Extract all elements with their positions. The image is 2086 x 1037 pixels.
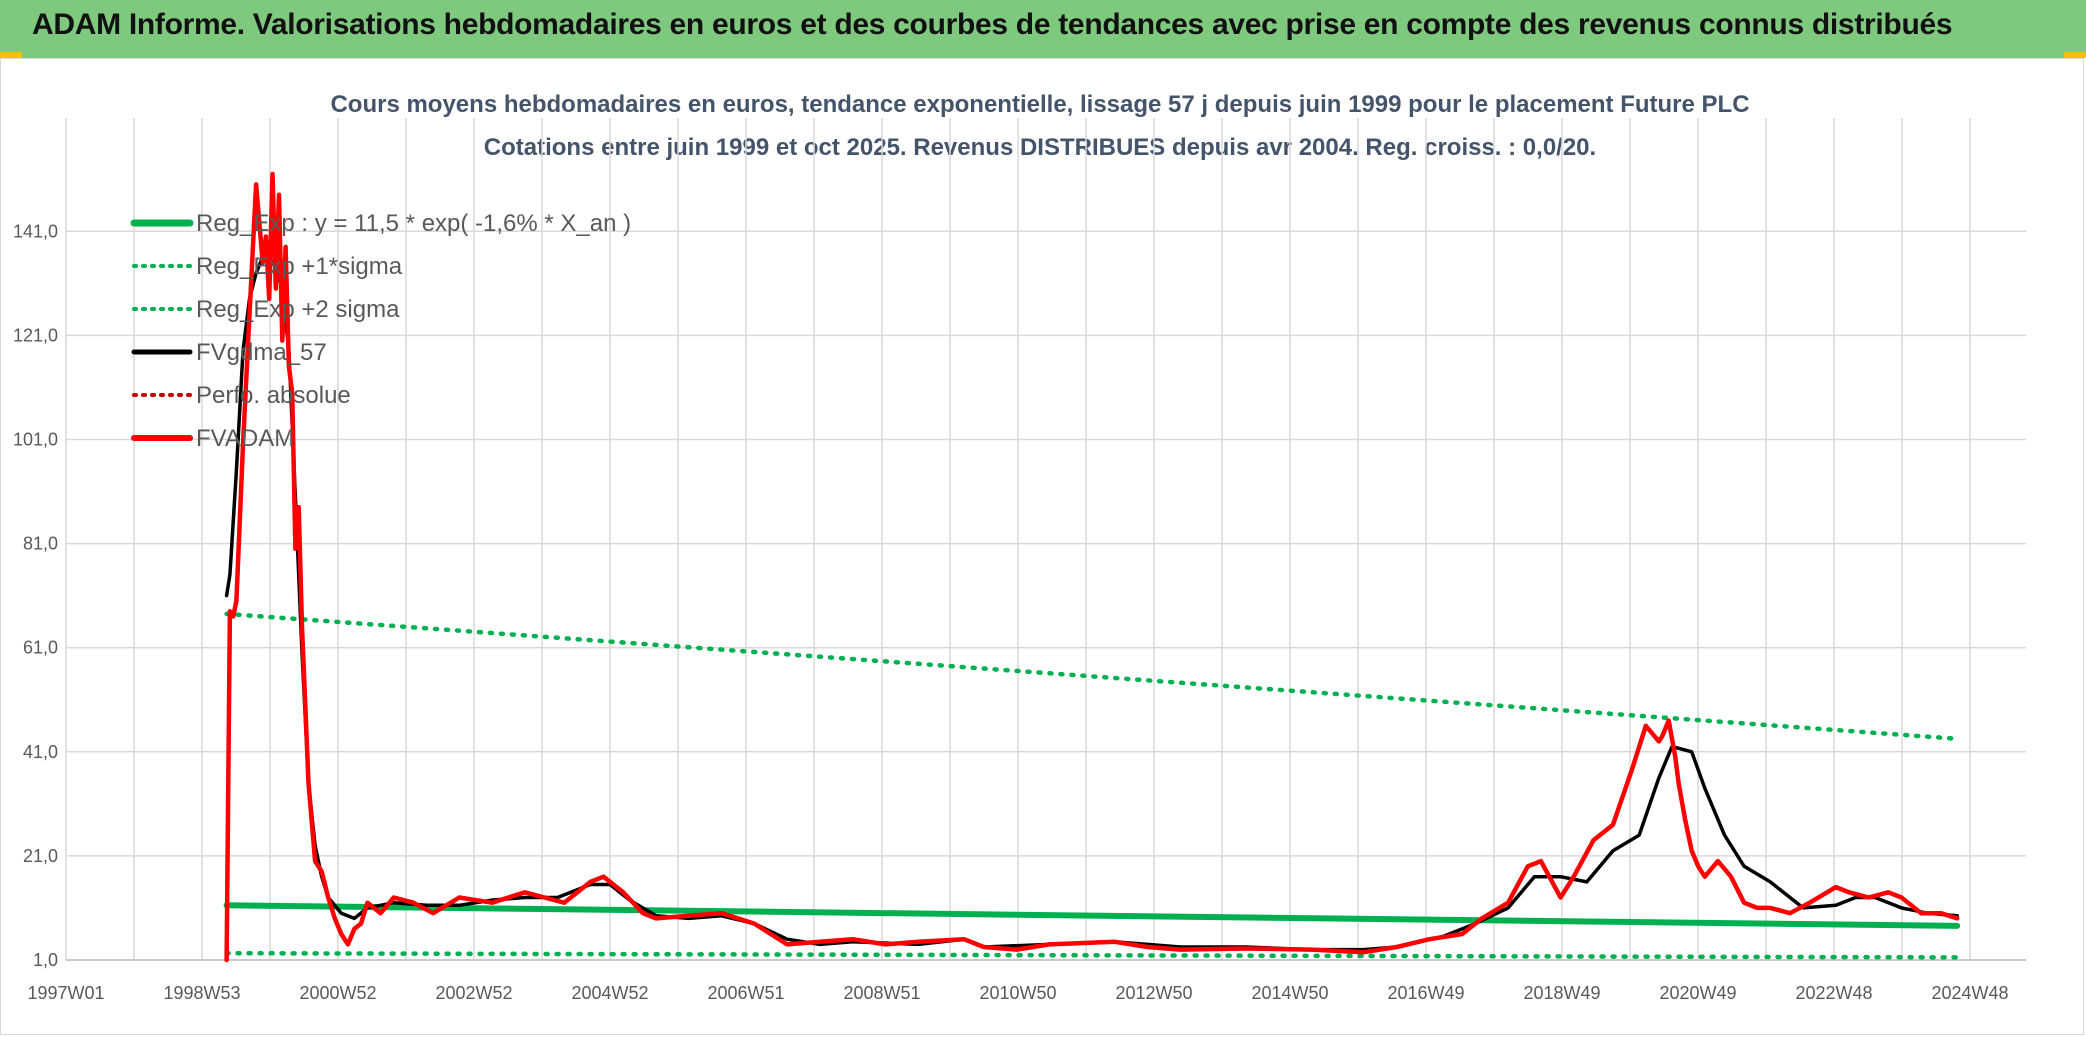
x-tick-label: 1997W01 (27, 983, 104, 1003)
report-title: ADAM Informe. Valorisations hebdomadaire… (32, 8, 1953, 41)
y-axis: 1,0 21,0 41,0 61,0 81,0 101,0 121,0 141,0 (13, 221, 58, 970)
chart-area (0, 58, 2084, 1035)
x-tick-label: 2020W49 (1659, 983, 1736, 1003)
report-banner: ADAM Informe. Valorisations hebdomadaire… (0, 0, 2086, 58)
y-tick-label: 81,0 (23, 534, 58, 554)
x-tick-label: 2024W48 (1931, 983, 2008, 1003)
x-tick-label: 2012W50 (1115, 983, 1192, 1003)
x-tick-label: 2002W52 (435, 983, 512, 1003)
legend: Reg_Exp : y = 11,5 * exp( -1,6% * X_an )… (130, 210, 631, 452)
y-tick-label: 141,0 (13, 221, 58, 241)
x-tick-label: 2014W50 (1251, 983, 1328, 1003)
series-line-0 (223, 902, 1961, 929)
x-tick-label: 2016W49 (1387, 983, 1464, 1003)
x-tick-label: 1998W53 (163, 983, 240, 1003)
x-axis: 1997W01 1998W53 2000W52 2002W52 2004W52 2006W… (27, 959, 2026, 1003)
x-tick-label: 2008W51 (843, 983, 920, 1003)
series-line-1 (224, 950, 1960, 960)
y-tick-label: 21,0 (23, 846, 58, 866)
x-tick-label: 2004W52 (571, 983, 648, 1003)
plot-series (223, 171, 1961, 963)
legend-label: Reg_Exp : y = 11,5 * exp( -1,6% * X_an ) (196, 210, 631, 237)
series-line-2 (224, 611, 1960, 742)
y-tick-label: 1,0 (33, 950, 58, 970)
legend-label: FVADAM (196, 425, 294, 452)
grid-lines (65, 118, 2026, 961)
legend-label: FVgdma_57 (196, 339, 327, 366)
legend-label: Reg_Exp +1*sigma (196, 253, 403, 280)
y-tick-label: 61,0 (23, 638, 58, 658)
x-tick-label: 2000W52 (299, 983, 376, 1003)
x-tick-label: 2010W50 (979, 983, 1056, 1003)
x-tick-label: 2018W49 (1523, 983, 1600, 1003)
legend-label: Reg_Exp +2 sigma (196, 296, 400, 323)
y-tick-label: 41,0 (23, 742, 58, 762)
y-tick-label: 121,0 (13, 325, 58, 345)
series-line-5 (224, 171, 1960, 963)
chart-title: Cours moyens hebdomadaires en euros, ten… (330, 91, 1749, 118)
y-tick-label: 101,0 (13, 429, 58, 449)
legend-label: Perfo. absolue (196, 382, 351, 409)
x-tick-label: 2006W51 (707, 983, 784, 1003)
x-tick-label: 2022W48 (1795, 983, 1872, 1003)
corner-mark-right (2064, 52, 2086, 58)
corner-mark-left (0, 52, 22, 58)
chart-subtitle: Cotations entre juin 1999 et oct 2025. R… (484, 134, 1596, 161)
